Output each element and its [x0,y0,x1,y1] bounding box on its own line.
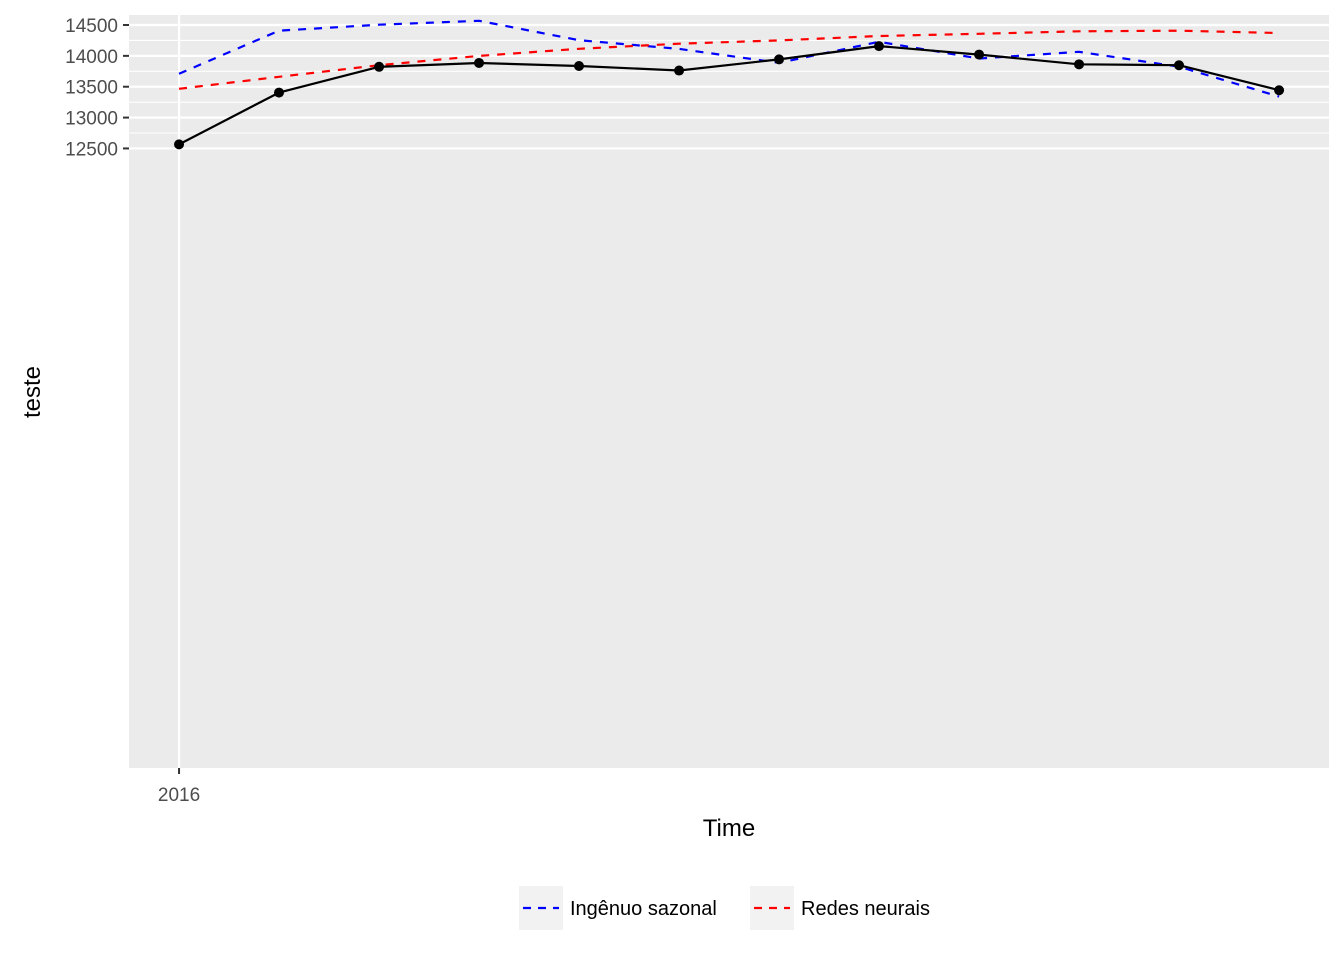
data-point [674,65,685,76]
legend-item: Redes neurais [750,886,930,930]
x-axis-title: Time [703,815,755,842]
data-point [474,57,485,68]
plot-panel [129,15,1329,768]
data-point [574,60,584,71]
y-axis: 12500 13000 13500 14000 14500 [65,16,129,160]
y-tick-label: 13500 [65,78,118,99]
y-tick-label: 14500 [65,16,118,37]
legend-label: Redes neurais [801,898,930,920]
data-point [174,139,185,150]
data-point [1074,59,1085,70]
data-point [874,41,884,52]
series-line-redes-neurais [178,29,1280,90]
series-layer [174,19,1285,150]
x-tick-label: 2016 [158,785,200,806]
major-grid [129,15,1329,768]
data-point [1174,60,1184,71]
data-point [374,61,385,72]
y-tick-label: 13000 [65,109,118,130]
data-point [774,54,785,65]
y-axis-title: teste [19,366,46,418]
series-line-teste [178,44,1280,146]
x-axis: 2016 [158,768,200,806]
y-tick-label: 12500 [65,139,118,160]
series-line-ing-nuo-sazonal [178,19,1280,98]
legend-label: Ingênuo sazonal [570,898,717,920]
data-point [974,49,985,60]
legend-item: Ingênuo sazonal [519,886,717,930]
legend: Ingênuo sazonal Redes neurais [519,886,930,930]
data-point [1274,85,1285,96]
data-point [274,87,284,98]
y-tick-label: 14000 [65,47,118,68]
